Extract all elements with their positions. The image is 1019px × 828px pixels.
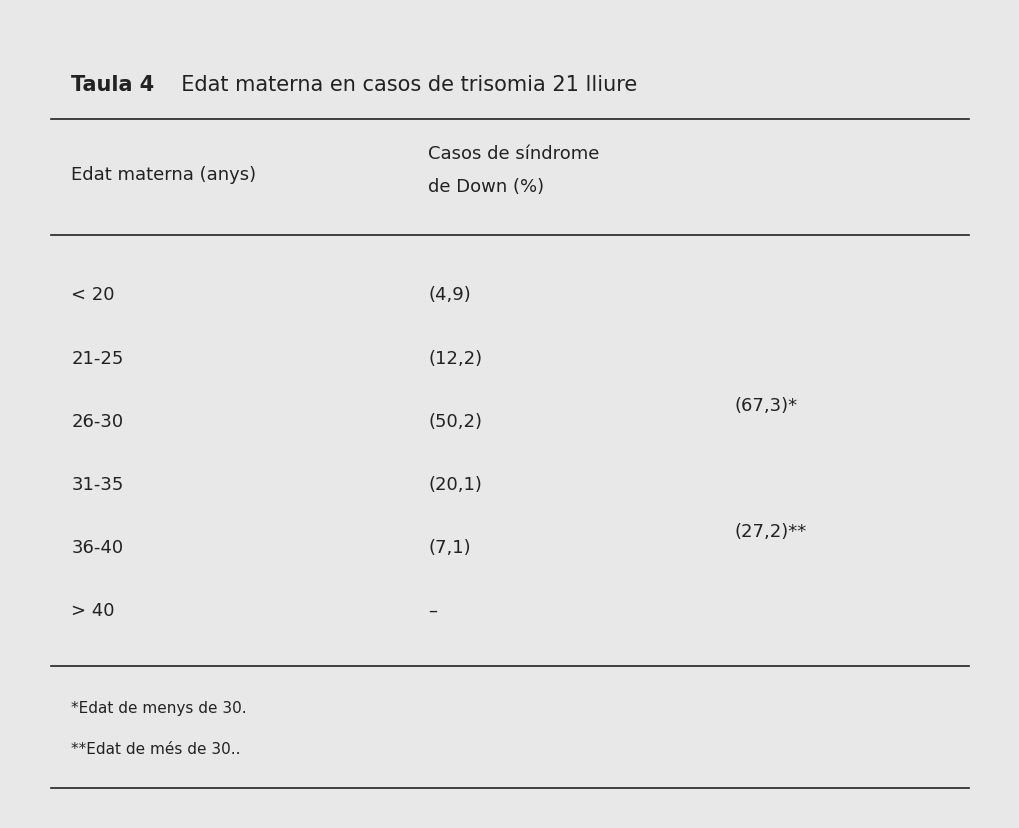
Text: 36-40: 36-40 [71,538,123,556]
Text: –: – [428,601,437,619]
Text: (67,3)*: (67,3)* [734,397,797,415]
Text: 21-25: 21-25 [71,349,123,368]
Text: (4,9): (4,9) [428,286,471,304]
Text: 26-30: 26-30 [71,412,123,431]
Text: Taula 4: Taula 4 [71,75,155,94]
Text: Edat materna (anys): Edat materna (anys) [71,166,256,184]
Text: (50,2): (50,2) [428,412,482,431]
Text: < 20: < 20 [71,286,115,304]
Text: Casos de síndrome: Casos de síndrome [428,145,599,163]
Text: (12,2): (12,2) [428,349,482,368]
Text: (7,1): (7,1) [428,538,471,556]
Text: *Edat de menys de 30.: *Edat de menys de 30. [71,700,247,715]
Text: de Down (%): de Down (%) [428,178,544,196]
Text: **Edat de més de 30..: **Edat de més de 30.. [71,741,240,756]
Text: > 40: > 40 [71,601,115,619]
Text: Edat materna en casos de trisomia 21 lliure: Edat materna en casos de trisomia 21 lli… [168,75,637,94]
Text: (27,2)**: (27,2)** [734,522,806,541]
Text: 31-35: 31-35 [71,475,123,493]
Text: (20,1): (20,1) [428,475,482,493]
